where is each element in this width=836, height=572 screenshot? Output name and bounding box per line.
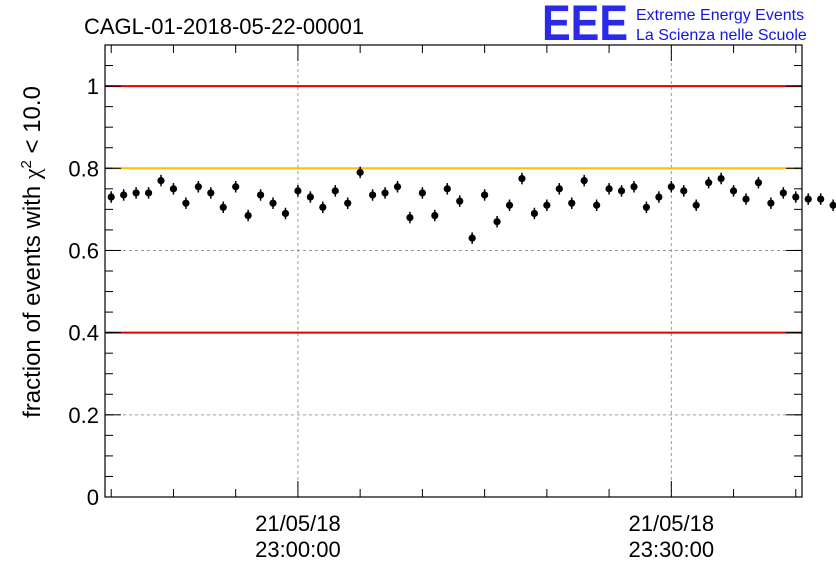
data-point [717, 174, 725, 183]
plot-frame [104, 44, 803, 498]
data-point [344, 199, 352, 207]
data-point [593, 201, 601, 209]
data-point [667, 183, 675, 191]
data-point [754, 179, 763, 187]
data-point [468, 234, 476, 242]
data-point [617, 187, 626, 195]
data-point [829, 201, 836, 209]
x-tick-labels: 21/05/1823:00:0021/05/1823:30:0022/05/18… [255, 511, 714, 562]
data-point [319, 203, 327, 211]
data-point [642, 203, 651, 211]
data-point [655, 193, 663, 201]
data-point [568, 199, 576, 207]
data-point [294, 187, 302, 195]
x-tick-date: 21/05/18 [628, 511, 714, 536]
data-point [269, 199, 277, 207]
y-tick-label: 0.6 [68, 238, 99, 263]
data-point [742, 195, 750, 203]
y-tick-label: 0.2 [68, 403, 99, 428]
data-point [381, 189, 389, 197]
data-point [481, 191, 489, 199]
data-point [219, 203, 227, 211]
x-tick-time: 23:30:00 [628, 537, 714, 562]
run-id-title: CAGL-01-2018-05-22-00001 [84, 14, 364, 39]
data-point [144, 189, 153, 197]
data-point [132, 189, 140, 197]
data-point [431, 211, 439, 220]
data-point [456, 197, 464, 205]
y-tick-labels: 0 0.2 0.4 0.6 0.8 1 [68, 74, 99, 510]
data-point [281, 209, 290, 218]
y-tick-label: 1 [87, 74, 99, 99]
data-point [767, 199, 775, 207]
data-point [680, 187, 688, 195]
axis-ticks [105, 44, 802, 498]
eee-logo-text: EEE [542, 0, 628, 51]
data-point [207, 189, 215, 197]
data-point [443, 185, 451, 193]
data-point [306, 193, 314, 201]
data-point [804, 195, 812, 203]
y-tick-label: 0 [87, 485, 99, 510]
data-point [555, 185, 563, 193]
y-tick-label: 0.8 [68, 156, 99, 181]
data-point [543, 201, 551, 209]
data-point [692, 201, 700, 209]
data-point [393, 183, 402, 191]
data-point [157, 177, 165, 185]
data-point [630, 183, 638, 191]
data-point [256, 191, 265, 199]
data-points [107, 166, 836, 244]
data-point [505, 201, 514, 209]
data-point [244, 211, 252, 220]
reference-lines [105, 85, 802, 334]
data-point [779, 189, 787, 197]
data-point [530, 209, 539, 218]
data-point [605, 185, 613, 193]
data-point [418, 189, 426, 197]
data-point [406, 213, 414, 222]
org-name-line1: Extreme Energy Events [636, 7, 804, 24]
data-point [368, 191, 377, 199]
data-point [792, 193, 800, 201]
data-point [817, 195, 825, 203]
data-point [493, 218, 501, 226]
grid-lines [105, 45, 802, 497]
y-tick-label: 0.4 [68, 321, 99, 346]
data-point [580, 177, 588, 185]
data-point [356, 168, 364, 176]
data-point [705, 179, 713, 187]
y-axis-label: fraction of events with χ2 < 10.0 [18, 86, 46, 418]
data-point [518, 174, 526, 183]
eee-logo: EEE [542, 0, 628, 51]
x-tick-date: 21/05/18 [255, 511, 341, 536]
data-point [194, 183, 202, 191]
data-point [169, 185, 178, 193]
x-tick-time: 23:00:00 [255, 537, 341, 562]
org-name-line2: La Scienza nelle Scuole [636, 27, 807, 44]
data-point [107, 193, 115, 201]
data-point [331, 187, 339, 195]
data-point [120, 191, 128, 199]
data-point [182, 199, 190, 207]
data-point [232, 183, 240, 191]
data-point [729, 187, 738, 195]
